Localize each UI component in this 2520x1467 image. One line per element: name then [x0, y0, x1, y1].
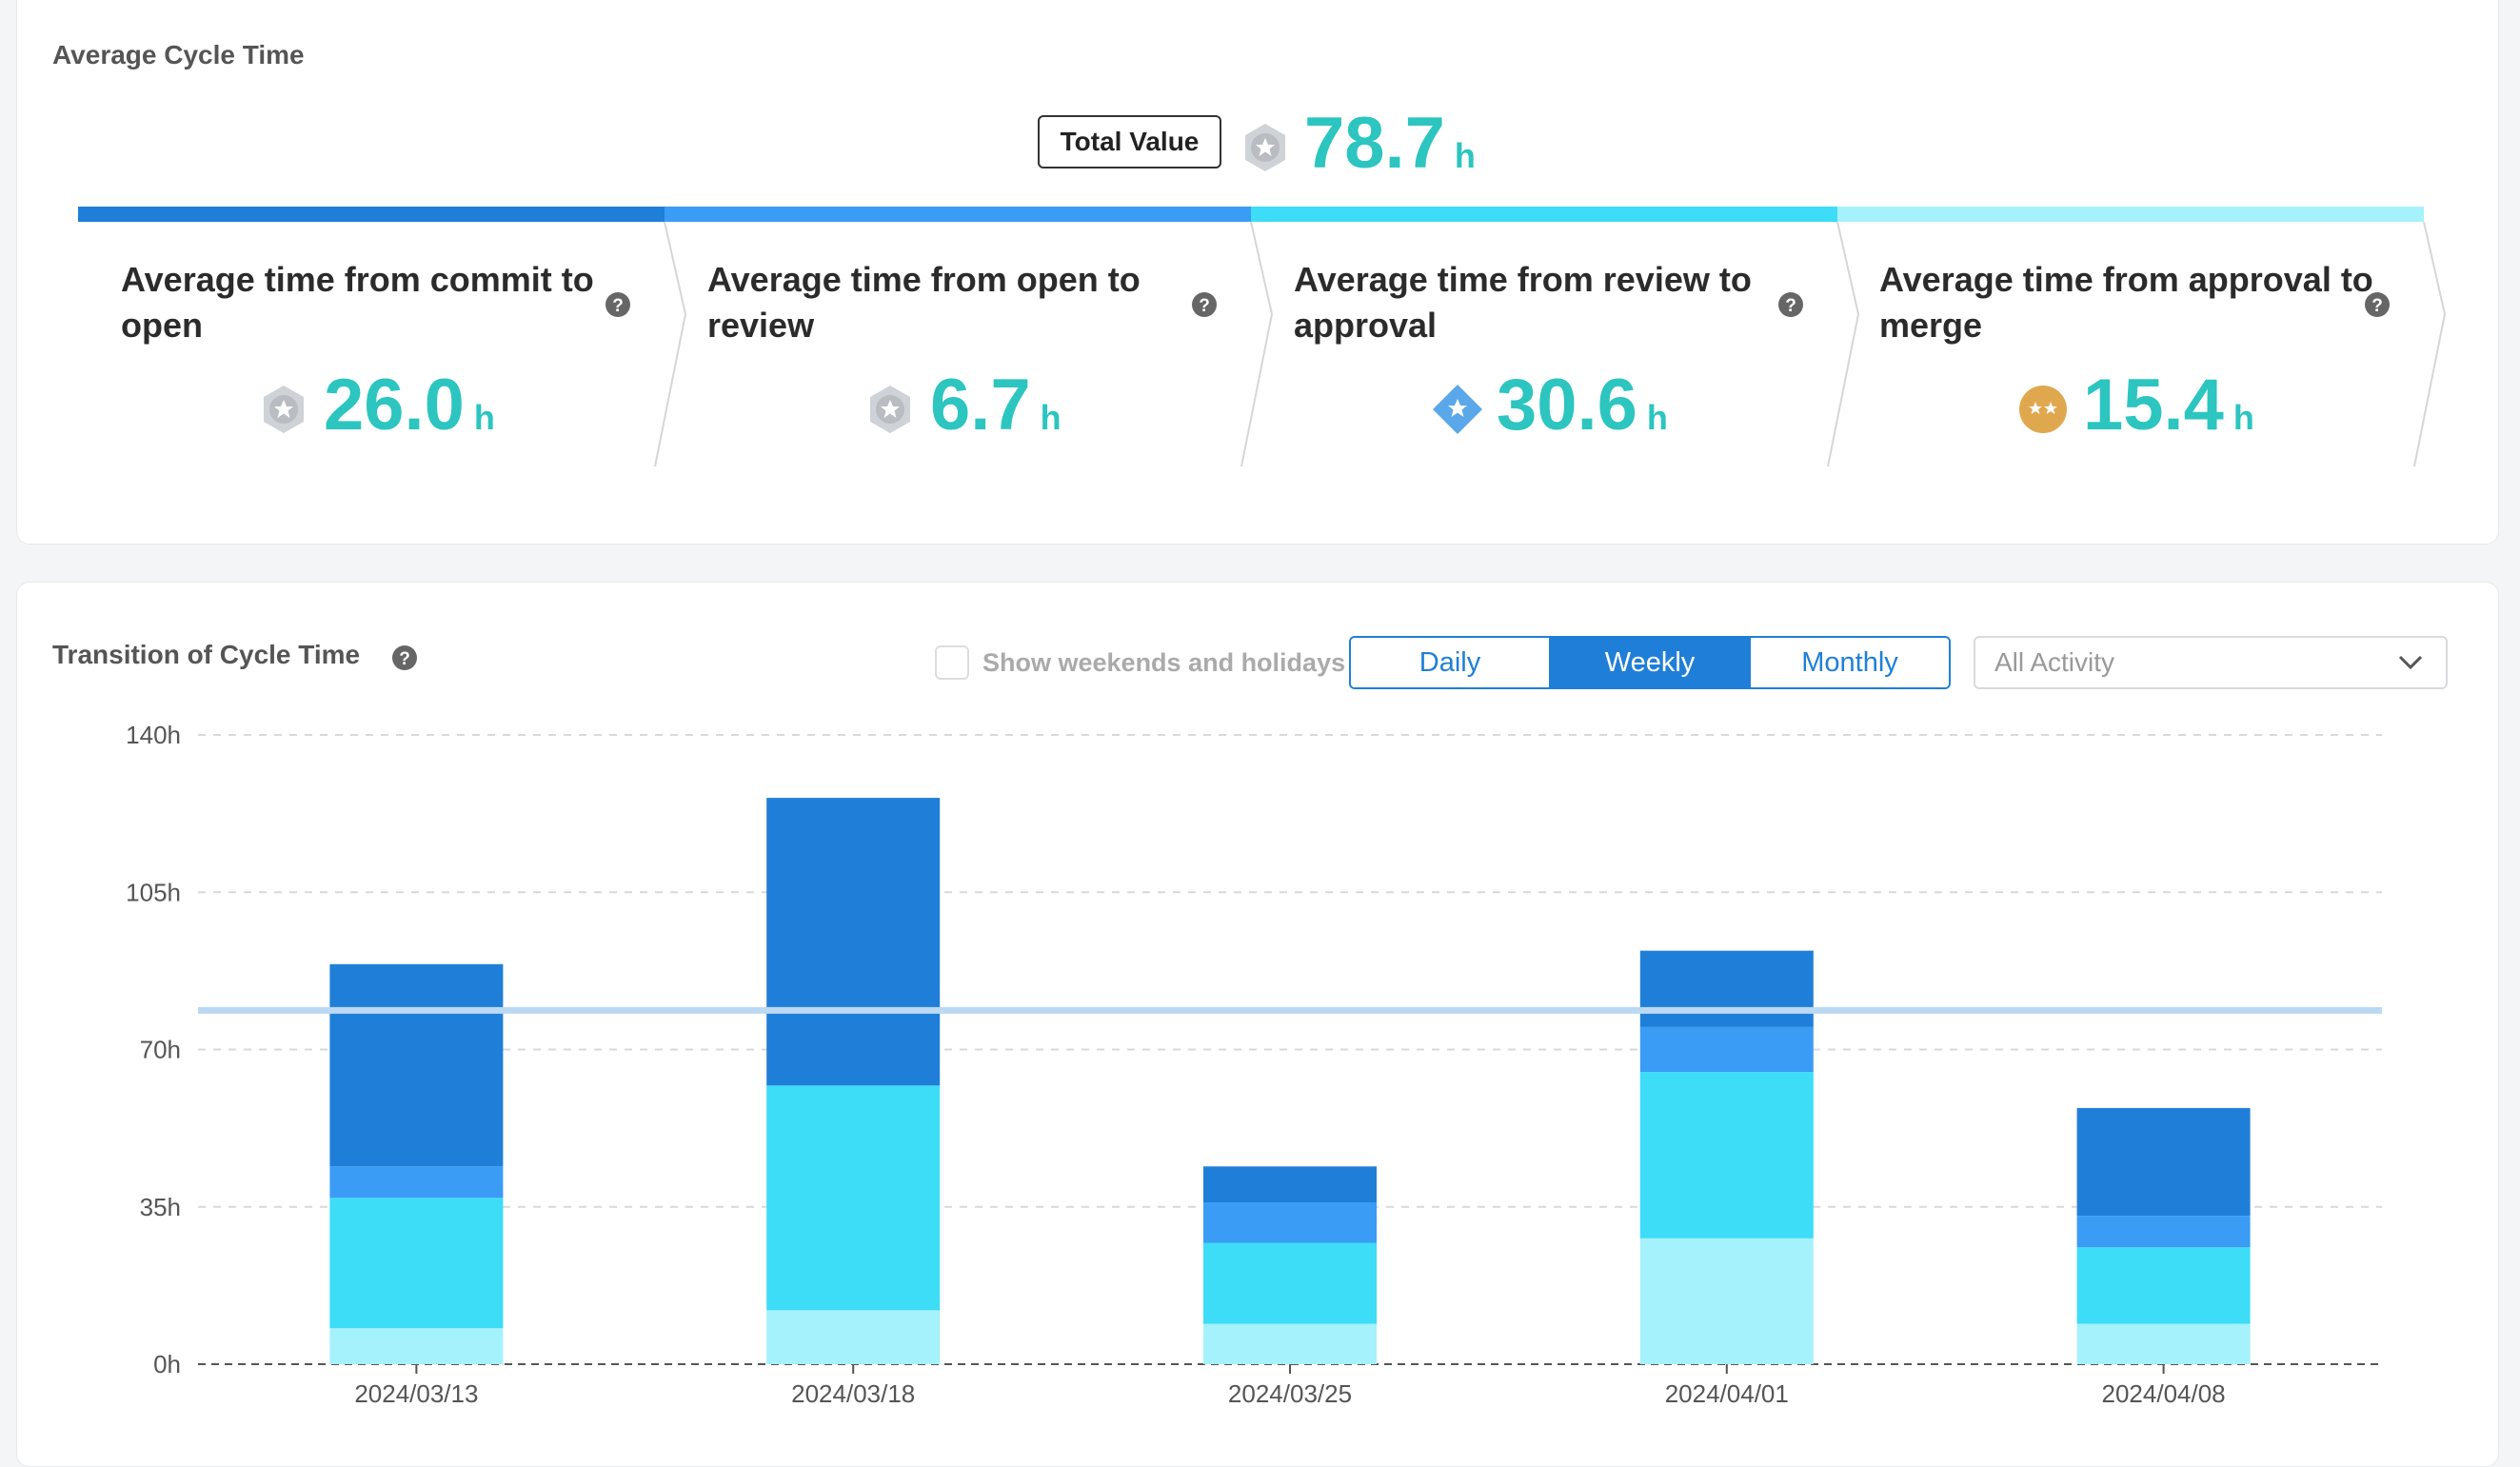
x-tick-label: 2024/03/18: [791, 1379, 915, 1408]
bar-segment: [2076, 1216, 2251, 1248]
silver-badge-icon: [1240, 122, 1291, 178]
stage-value-unit: h: [473, 398, 495, 437]
stage-value-number: 15.4: [2083, 365, 2224, 446]
y-tick-label: 35h: [140, 1193, 181, 1221]
svg-text:?: ?: [399, 649, 410, 669]
trend-title: Transition of Cycle Time: [52, 640, 361, 669]
stage-value-unit: h: [1646, 398, 1668, 437]
bar-segment: [2076, 1107, 2251, 1217]
activity-select-value: All Activity: [1994, 647, 2115, 677]
weekend-toggle[interactable]: Show weekends and holidays: [935, 644, 1345, 682]
svg-text:?: ?: [1199, 296, 1210, 316]
stage-value-unit: h: [1040, 398, 1062, 437]
stage-strip-approval-merge: [1837, 207, 2424, 222]
bar-segment: [766, 1310, 941, 1364]
stage-strip-commit-open: [78, 207, 665, 222]
y-tick-label: 140h: [126, 721, 181, 749]
summary-card: [16, 0, 2499, 545]
total-value: 78.7 h: [1304, 102, 1476, 185]
bar-segment: [329, 1328, 504, 1364]
stage-value-unit: h: [2232, 398, 2254, 437]
bar-segment: [766, 1085, 941, 1311]
bar-segment: [329, 1166, 504, 1199]
stage-title-approval-merge: Average time from approval to merge: [1879, 260, 2373, 345]
y-tick-label: 0h: [153, 1350, 181, 1378]
stage-title-open-review: Average time from open to review: [707, 260, 1141, 345]
total-value-badge: Total Value: [1038, 115, 1221, 169]
weekend-checkbox[interactable]: [935, 645, 969, 680]
y-tick-label: 105h: [126, 878, 181, 906]
bar-segment: [2076, 1323, 2251, 1364]
bar-segment: [1203, 1166, 1377, 1203]
silver-badge-icon: [258, 384, 309, 440]
activity-select[interactable]: All Activity: [1974, 636, 2448, 689]
help-icon[interactable]: ?: [391, 644, 418, 676]
stage-separators: [654, 221, 2447, 467]
bar-segment: [1203, 1323, 1377, 1364]
bar-segment: [1203, 1242, 1377, 1324]
bar-segment: [329, 963, 504, 1167]
x-tick-label: 2024/04/08: [2102, 1379, 2226, 1408]
stage-title-commit-open: Average time from commit to open: [121, 260, 594, 345]
chevron-down-icon: [2398, 655, 2423, 670]
period-daily-button[interactable]: Daily: [1351, 638, 1551, 687]
silver-badge-icon: [864, 384, 916, 440]
period-weekly-button[interactable]: Weekly: [1551, 638, 1751, 687]
gold-badge-icon: [2017, 384, 2069, 440]
stage-value-approval-merge: 15.4 h: [2083, 364, 2254, 446]
weekend-label: Show weekends and holidays: [982, 647, 1346, 677]
svg-text:?: ?: [612, 296, 624, 316]
stage-strip-review-approval: [1251, 207, 1837, 222]
help-icon[interactable]: ?: [605, 291, 631, 323]
stage-value-number: 26.0: [324, 365, 465, 446]
cycle-time-chart: 0h 35h 70h 105h 140h 2024/03/13 2024/03/18 2024…: [126, 721, 2382, 1408]
bar-segment: [1203, 1202, 1377, 1243]
svg-text:?: ?: [2371, 296, 2383, 316]
stage-value-number: 6.7: [930, 365, 1031, 446]
bar-segment: [1639, 1238, 1814, 1364]
stage-value-review-approval: 30.6 h: [1497, 364, 1668, 446]
bar-segment: [329, 1198, 504, 1329]
stage-value-open-review: 6.7 h: [930, 364, 1062, 446]
total-value-unit: h: [1454, 136, 1476, 175]
x-tick-label: 2024/03/13: [354, 1379, 478, 1408]
svg-text:?: ?: [1785, 296, 1796, 316]
x-tick-label: 2024/03/25: [1228, 1379, 1352, 1408]
help-icon[interactable]: ?: [2364, 291, 2391, 323]
period-monthly-button[interactable]: Monthly: [1751, 638, 1949, 687]
bar-segment: [2076, 1247, 2251, 1324]
stage-strip-open-review: [665, 207, 1251, 222]
help-icon[interactable]: ?: [1191, 291, 1218, 323]
bar-segment: [1639, 1026, 1814, 1073]
stage-value-number: 30.6: [1497, 365, 1637, 446]
period-toggle-group: Daily Weekly Monthly: [1349, 636, 1951, 689]
summary-title: Average Cycle Time: [52, 40, 305, 69]
help-icon[interactable]: ?: [1777, 291, 1804, 323]
stage-title-review-approval: Average time from review to approval: [1294, 260, 1752, 345]
total-value-number: 78.7: [1304, 103, 1445, 184]
y-tick-label: 70h: [140, 1036, 181, 1064]
diamond-star-icon: [1432, 384, 1483, 440]
x-tick-label: 2024/04/01: [1665, 1379, 1789, 1408]
bar-segment: [1639, 950, 1814, 1027]
bar-segment: [1639, 1072, 1814, 1239]
stage-value-commit-open: 26.0 h: [324, 364, 495, 446]
bar-segment: [766, 798, 941, 1086]
